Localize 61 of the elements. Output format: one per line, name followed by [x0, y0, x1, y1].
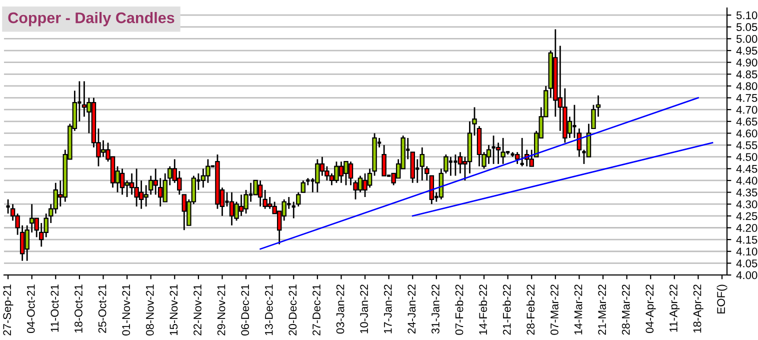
x-tick-label: 11-Apr-22	[670, 284, 680, 332]
y-tick-label: 4.50	[736, 153, 758, 161]
y-tick-label: 4.70	[736, 106, 758, 114]
y-tick-label: 5.00	[736, 34, 758, 43]
x-tick-label: 28-Mar-22	[622, 284, 630, 335]
x-tick-label: 14-Feb-22	[478, 284, 487, 334]
x-tick-label: 21-Mar-22	[598, 284, 606, 335]
y-tick-label: 4.35	[736, 188, 758, 196]
x-tick-label: 11-Oct-21	[50, 284, 59, 332]
x-tick-label: 14-Mar-22	[574, 284, 582, 334]
x-tick-label: 24-Jan-22	[408, 284, 416, 334]
x-tick-label: 04-Apr-22	[646, 284, 656, 333]
chart-title: Copper - Daily Candles	[8, 12, 174, 26]
y-tick-label: 4.15	[736, 236, 758, 244]
x-tick-label: 06-Dec-21	[241, 284, 250, 336]
y-tick-label: 5.05	[736, 23, 758, 32]
y-tick-label: 4.10	[736, 248, 758, 256]
y-tick-label: 4.60	[736, 129, 758, 138]
x-tick-label: 07-Mar-22	[550, 284, 558, 335]
x-tick-label: 18-Apr-22	[693, 284, 704, 333]
x-tick-label: 01-Nov-21	[122, 284, 130, 336]
y-tick-label: 4.25	[736, 212, 758, 220]
x-tick-label: 27-Sep-21	[3, 284, 14, 336]
x-tick-label: 25-Oct-21	[98, 284, 106, 333]
x-tick-label: 10-Jan-22	[360, 284, 368, 334]
x-tick-label: 18-Oct-21	[74, 284, 82, 333]
y-tick-label: 4.80	[736, 82, 758, 90]
candlestick	[382, 144, 386, 176]
y-tick-label: 4.05	[736, 259, 758, 268]
x-tick-label: 08-Nov-21	[146, 284, 154, 336]
x-tick-label: 22-Nov-21	[194, 284, 202, 336]
x-tick-label: 20-Dec-21	[288, 284, 297, 336]
x-tick-label: 21-Feb-22	[502, 284, 511, 335]
x-tick-label: 29-Nov-21	[217, 284, 226, 336]
candlestick	[514, 151, 520, 165]
y-tick-label: 4.85	[736, 70, 758, 78]
y-tick-label: 4.20	[736, 224, 758, 232]
x-tick-label: EOF()	[716, 284, 728, 314]
y-tick-label: 4.75	[736, 94, 758, 102]
x-tick-label: 28-Feb-22	[526, 284, 535, 335]
y-tick-label: 4.40	[736, 176, 758, 185]
x-tick-label: 07-Feb-22	[455, 284, 464, 335]
y-tick-label: 4.00	[736, 271, 758, 280]
y-tick-label: 5.10	[736, 11, 758, 20]
x-tick-label: 31-Jan-22	[432, 284, 440, 334]
candlestick	[500, 137, 506, 165]
x-tick-label: 17-Jan-22	[384, 284, 392, 334]
x-tick-label: 03-Jan-22	[336, 284, 344, 334]
x-tick-label: 13-Dec-21	[264, 284, 273, 336]
candlestick	[429, 175, 434, 205]
y-tick-label: 4.90	[736, 58, 758, 66]
y-tick-label: 4.55	[736, 141, 758, 150]
candlestick	[300, 180, 306, 193]
x-tick-label: 27-Dec-21	[312, 284, 320, 336]
candlestick	[576, 128, 582, 158]
y-tick-label: 4.30	[736, 200, 758, 208]
y-tick-label: 4.45	[736, 165, 758, 173]
x-tick-label: 15-Nov-21	[170, 284, 178, 336]
y-tick-label: 4.95	[736, 46, 758, 55]
y-tick-label: 4.65	[736, 118, 758, 126]
x-tick-label: 04-Oct-21	[26, 284, 35, 333]
